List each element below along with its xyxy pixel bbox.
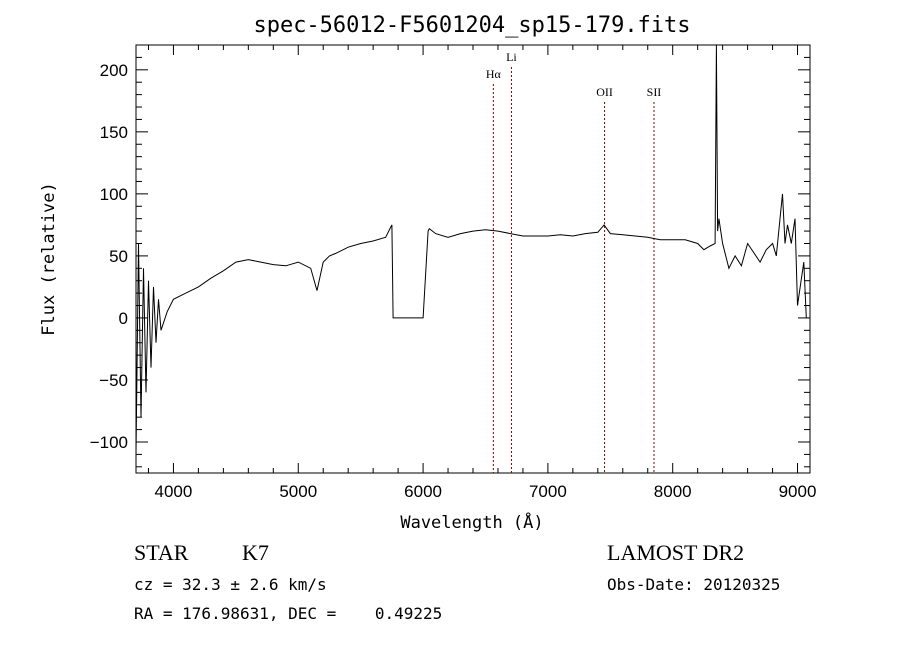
spectral-line-label: Li (506, 50, 517, 64)
x-tick-label: 8000 (654, 482, 692, 501)
x-tick-label: 7000 (529, 482, 567, 501)
y-tick-label: 150 (100, 123, 128, 142)
y-axis-label: Flux (relative) (39, 182, 59, 336)
plot-area: 4000 5000 6000 7000 8000 9000 −100 −50 0 50 100 150… (90, 44, 817, 501)
spectral-line-label: OII (596, 85, 613, 99)
x-axis-label: Wavelength (Å) (400, 511, 543, 533)
series-group (135, 44, 807, 455)
ra-dec-value: RA = 176.98631, DEC = 0.49225 (134, 604, 442, 623)
survey-name: LAMOST DR2 (607, 540, 744, 565)
object-class: STAR (134, 540, 189, 565)
spectral-line-markers: Hα Li OII SII (486, 50, 661, 473)
x-tick-label: 5000 (279, 482, 317, 501)
plot-frame (135, 44, 811, 474)
y-tick-label: 100 (100, 185, 128, 204)
axis-ticks (136, 44, 810, 473)
chart-title: spec-56012-F5601204_sp15-179.fits (253, 13, 690, 38)
cz-value: cz = 32.3 ± 2.6 km/s (134, 575, 327, 594)
x-tick-label: 6000 (404, 482, 442, 501)
flux-series-line (135, 44, 807, 455)
y-tick-label: 50 (109, 247, 128, 266)
axis-tick-labels: 4000 5000 6000 7000 8000 9000 −100 −50 0 50 100 150… (90, 61, 817, 501)
obs-date: Obs-Date: 20120325 (607, 575, 780, 594)
x-tick-label: 9000 (779, 482, 817, 501)
y-tick-label: −100 (90, 433, 128, 452)
y-tick-label: 200 (100, 61, 128, 80)
spectral-line-label: Hα (486, 67, 502, 81)
info-block: STAR K7 LAMOST DR2 cz = 32.3 ± 2.6 km/s … (134, 540, 780, 623)
spectral-line-label: SII (647, 85, 662, 99)
y-tick-label: −50 (99, 371, 128, 390)
y-tick-label: 0 (119, 309, 128, 328)
object-subclass: K7 (242, 540, 269, 565)
x-tick-label: 4000 (155, 482, 193, 501)
